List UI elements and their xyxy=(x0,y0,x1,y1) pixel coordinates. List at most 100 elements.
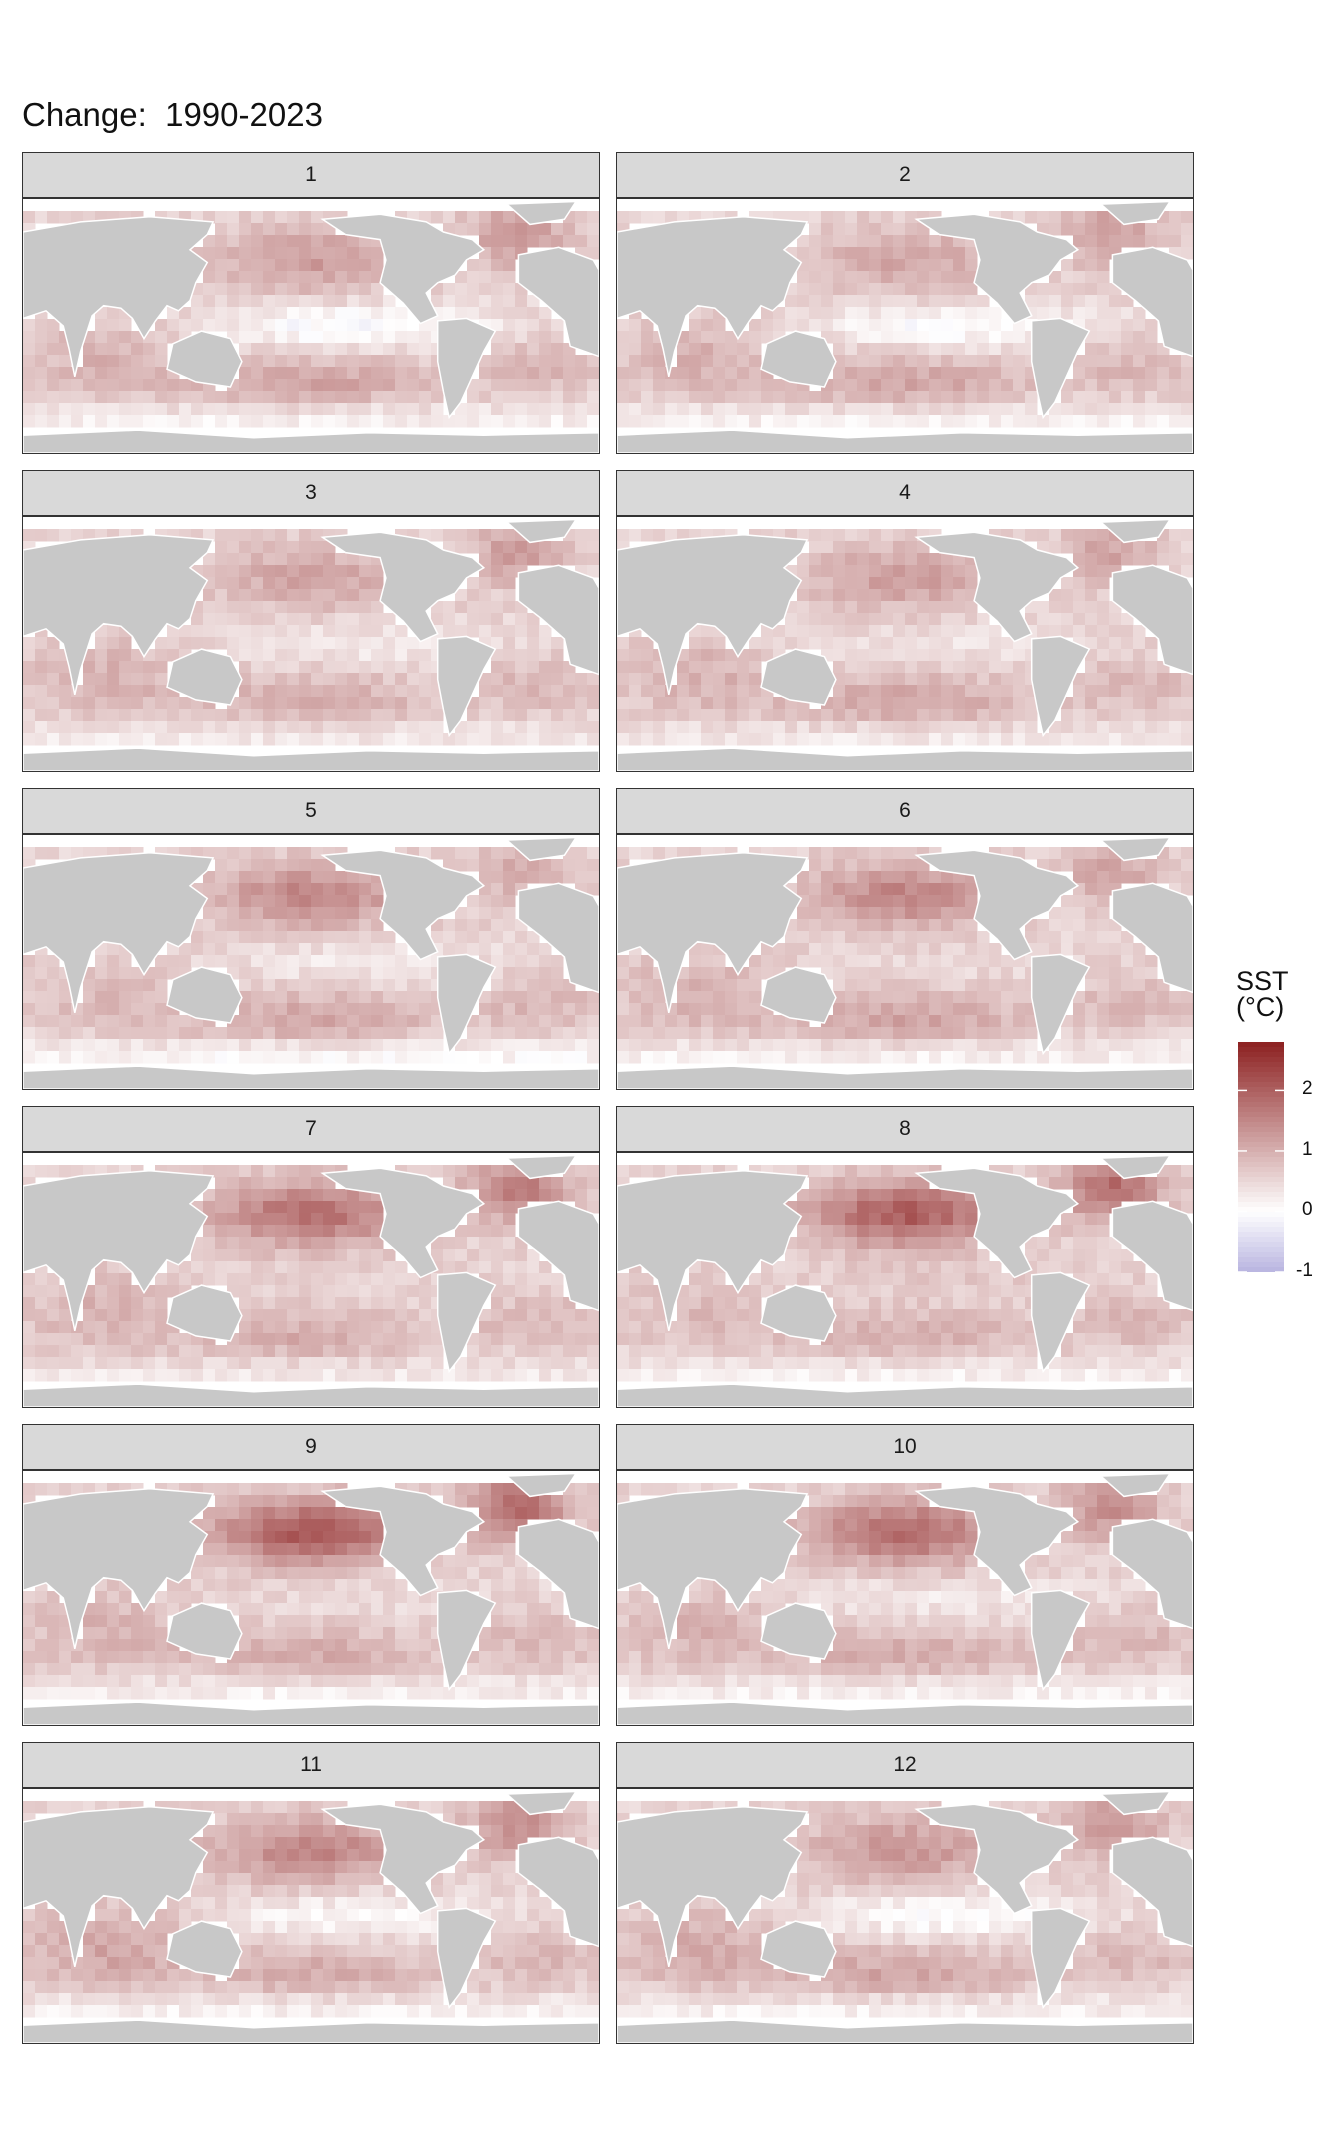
sst-cell xyxy=(893,367,906,380)
sst-cell xyxy=(917,661,930,674)
sst-cell xyxy=(917,991,930,1004)
sst-cell xyxy=(203,931,216,944)
sst-cell xyxy=(215,1201,228,1214)
sst-cell xyxy=(251,1321,264,1334)
sst-cell xyxy=(845,1249,858,1262)
sst-cell xyxy=(263,355,276,368)
sst-cell xyxy=(83,391,96,404)
sst-cell xyxy=(1109,223,1122,236)
sst-cell xyxy=(455,919,468,932)
sst-cell xyxy=(359,1285,372,1298)
sst-cell xyxy=(251,1225,264,1238)
sst-cell xyxy=(155,1309,168,1322)
sst-cell xyxy=(845,235,858,248)
sst-cell xyxy=(1157,673,1170,686)
sst-cell xyxy=(1121,1321,1134,1334)
sst-cell xyxy=(845,1039,858,1052)
sst-cell xyxy=(191,1051,204,1064)
sst-cell xyxy=(1169,673,1182,686)
sst-cell xyxy=(1001,1309,1014,1322)
sst-cell xyxy=(335,895,348,908)
sst-cell xyxy=(287,685,300,698)
sst-cell xyxy=(1097,295,1110,308)
sst-cell xyxy=(551,709,564,722)
sst-cell xyxy=(539,355,552,368)
sst-cell xyxy=(455,271,468,284)
sst-cell xyxy=(263,541,276,554)
sst-cell xyxy=(503,1309,516,1322)
sst-cell xyxy=(239,907,252,920)
sst-cell xyxy=(587,403,599,416)
sst-cell xyxy=(95,1027,108,1040)
sst-cell xyxy=(47,379,60,392)
sst-cell xyxy=(845,1003,858,1016)
sst-cell xyxy=(455,733,468,746)
sst-cell xyxy=(1073,1309,1086,1322)
sst-cell xyxy=(845,1051,858,1064)
sst-cell xyxy=(965,943,978,956)
sst-cell xyxy=(893,1285,906,1298)
sst-cell xyxy=(395,625,408,638)
sst-cell xyxy=(215,1027,228,1040)
sst-cell xyxy=(653,1003,666,1016)
sst-cell xyxy=(689,685,702,698)
sst-cell xyxy=(869,943,882,956)
sst-cell xyxy=(455,541,468,554)
sst-cell xyxy=(1121,637,1134,650)
sst-cell xyxy=(893,235,906,248)
sst-cell xyxy=(47,847,60,860)
sst-cell xyxy=(311,991,324,1004)
sst-cell xyxy=(443,211,456,224)
sst-cell xyxy=(35,355,48,368)
sst-cell xyxy=(575,1027,588,1040)
sst-cell xyxy=(83,979,96,992)
sst-cell xyxy=(203,319,216,332)
sst-cell xyxy=(869,637,882,650)
sst-cell xyxy=(845,1345,858,1358)
sst-cell xyxy=(653,721,666,734)
sst-cell xyxy=(749,391,762,404)
sst-cell xyxy=(467,211,480,224)
sst-cell xyxy=(227,733,240,746)
sst-cell xyxy=(551,1015,564,1028)
sst-cell xyxy=(587,1027,599,1040)
sst-cell xyxy=(587,355,599,368)
sst-cell xyxy=(287,1165,300,1178)
sst-cell xyxy=(479,1189,492,1202)
sst-cell xyxy=(407,403,420,416)
sst-cell xyxy=(527,625,540,638)
sst-cell xyxy=(275,931,288,944)
sst-cell xyxy=(95,685,108,698)
sst-cell xyxy=(395,955,408,968)
sst-cell xyxy=(653,847,666,860)
sst-cell xyxy=(383,733,396,746)
sst-cell xyxy=(893,1003,906,1016)
sst-cell xyxy=(359,967,372,980)
sst-cell xyxy=(491,697,504,710)
facet-panel: 7 xyxy=(22,1106,600,1408)
sst-cell xyxy=(527,943,540,956)
sst-cell xyxy=(119,1051,132,1064)
sst-cell xyxy=(383,673,396,686)
sst-cell xyxy=(251,1039,264,1052)
sst-cell xyxy=(287,391,300,404)
sst-cell xyxy=(989,1015,1002,1028)
sst-cell xyxy=(857,589,870,602)
sst-cell xyxy=(617,991,630,1004)
sst-cell xyxy=(491,637,504,650)
sst-cell xyxy=(809,235,822,248)
sst-cell xyxy=(311,625,324,638)
sst-cell xyxy=(239,1297,252,1310)
sst-cell xyxy=(917,1189,930,1202)
sst-cell xyxy=(527,223,540,236)
sst-cell xyxy=(215,283,228,296)
sst-cell xyxy=(59,1345,72,1358)
sst-cell xyxy=(929,1213,942,1226)
sst-cell xyxy=(941,343,954,356)
sst-cell xyxy=(479,553,492,566)
sst-cell xyxy=(59,391,72,404)
sst-cell xyxy=(251,721,264,734)
sst-cell xyxy=(1061,613,1074,626)
sst-cell xyxy=(1085,709,1098,722)
sst-cell xyxy=(551,1027,564,1040)
